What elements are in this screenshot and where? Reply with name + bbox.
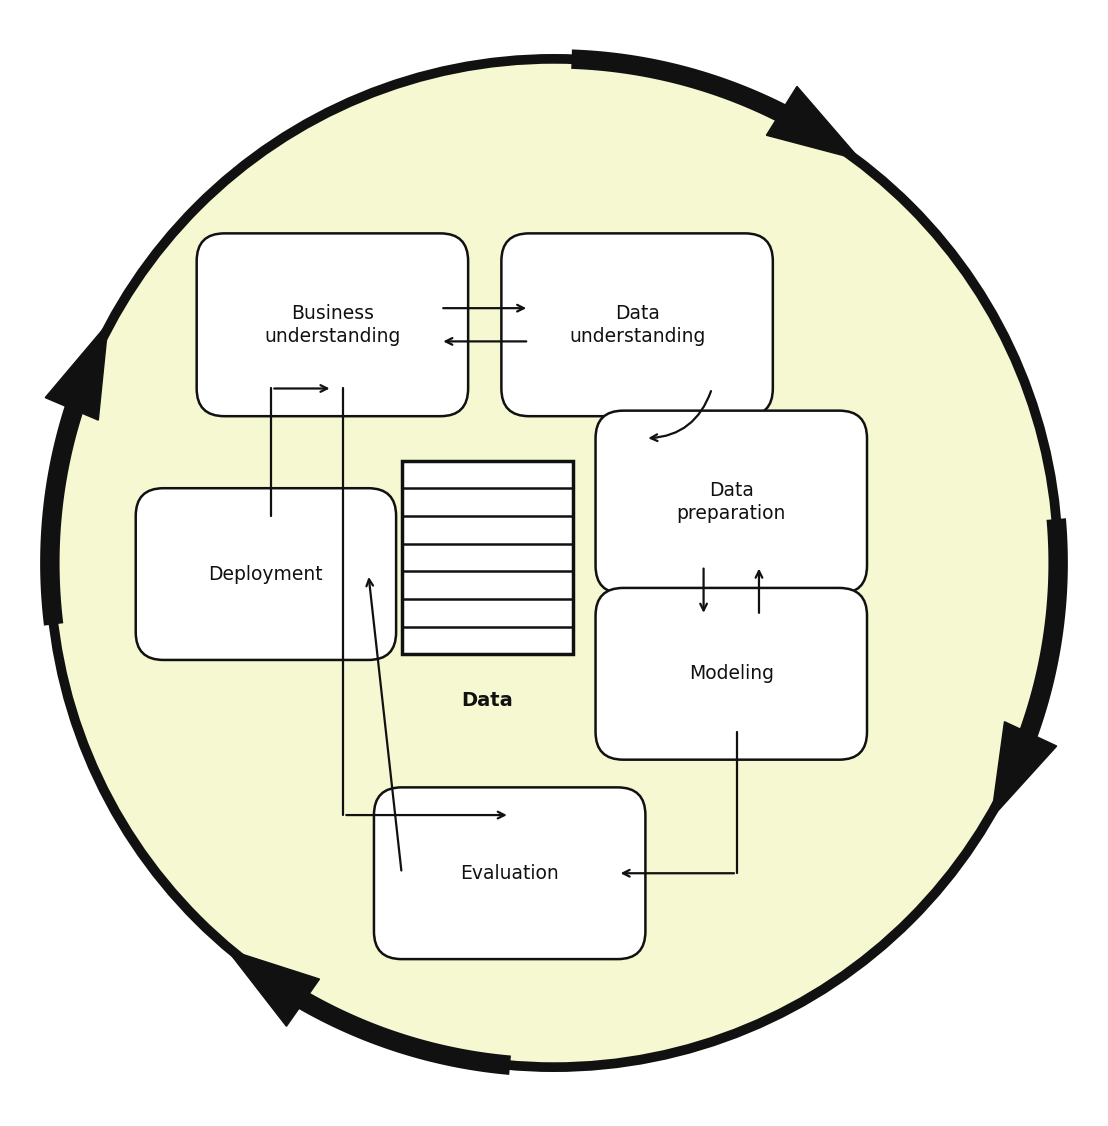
Polygon shape — [45, 323, 109, 420]
FancyBboxPatch shape — [501, 233, 773, 417]
Text: Evaluation: Evaluation — [460, 864, 560, 883]
Text: Data
understanding: Data understanding — [568, 304, 706, 346]
Polygon shape — [767, 87, 861, 160]
Bar — [401, 461, 574, 654]
FancyBboxPatch shape — [596, 411, 866, 593]
Polygon shape — [227, 949, 319, 1026]
Text: Data
preparation: Data preparation — [677, 481, 786, 524]
FancyBboxPatch shape — [596, 588, 866, 760]
Text: Business
understanding: Business understanding — [264, 304, 401, 346]
FancyBboxPatch shape — [375, 787, 645, 959]
Polygon shape — [992, 722, 1057, 819]
Text: Deployment: Deployment — [208, 564, 324, 583]
FancyBboxPatch shape — [197, 233, 468, 417]
FancyBboxPatch shape — [135, 489, 397, 660]
Text: Data: Data — [462, 691, 513, 711]
Text: Modeling: Modeling — [689, 664, 773, 683]
Circle shape — [50, 59, 1058, 1067]
